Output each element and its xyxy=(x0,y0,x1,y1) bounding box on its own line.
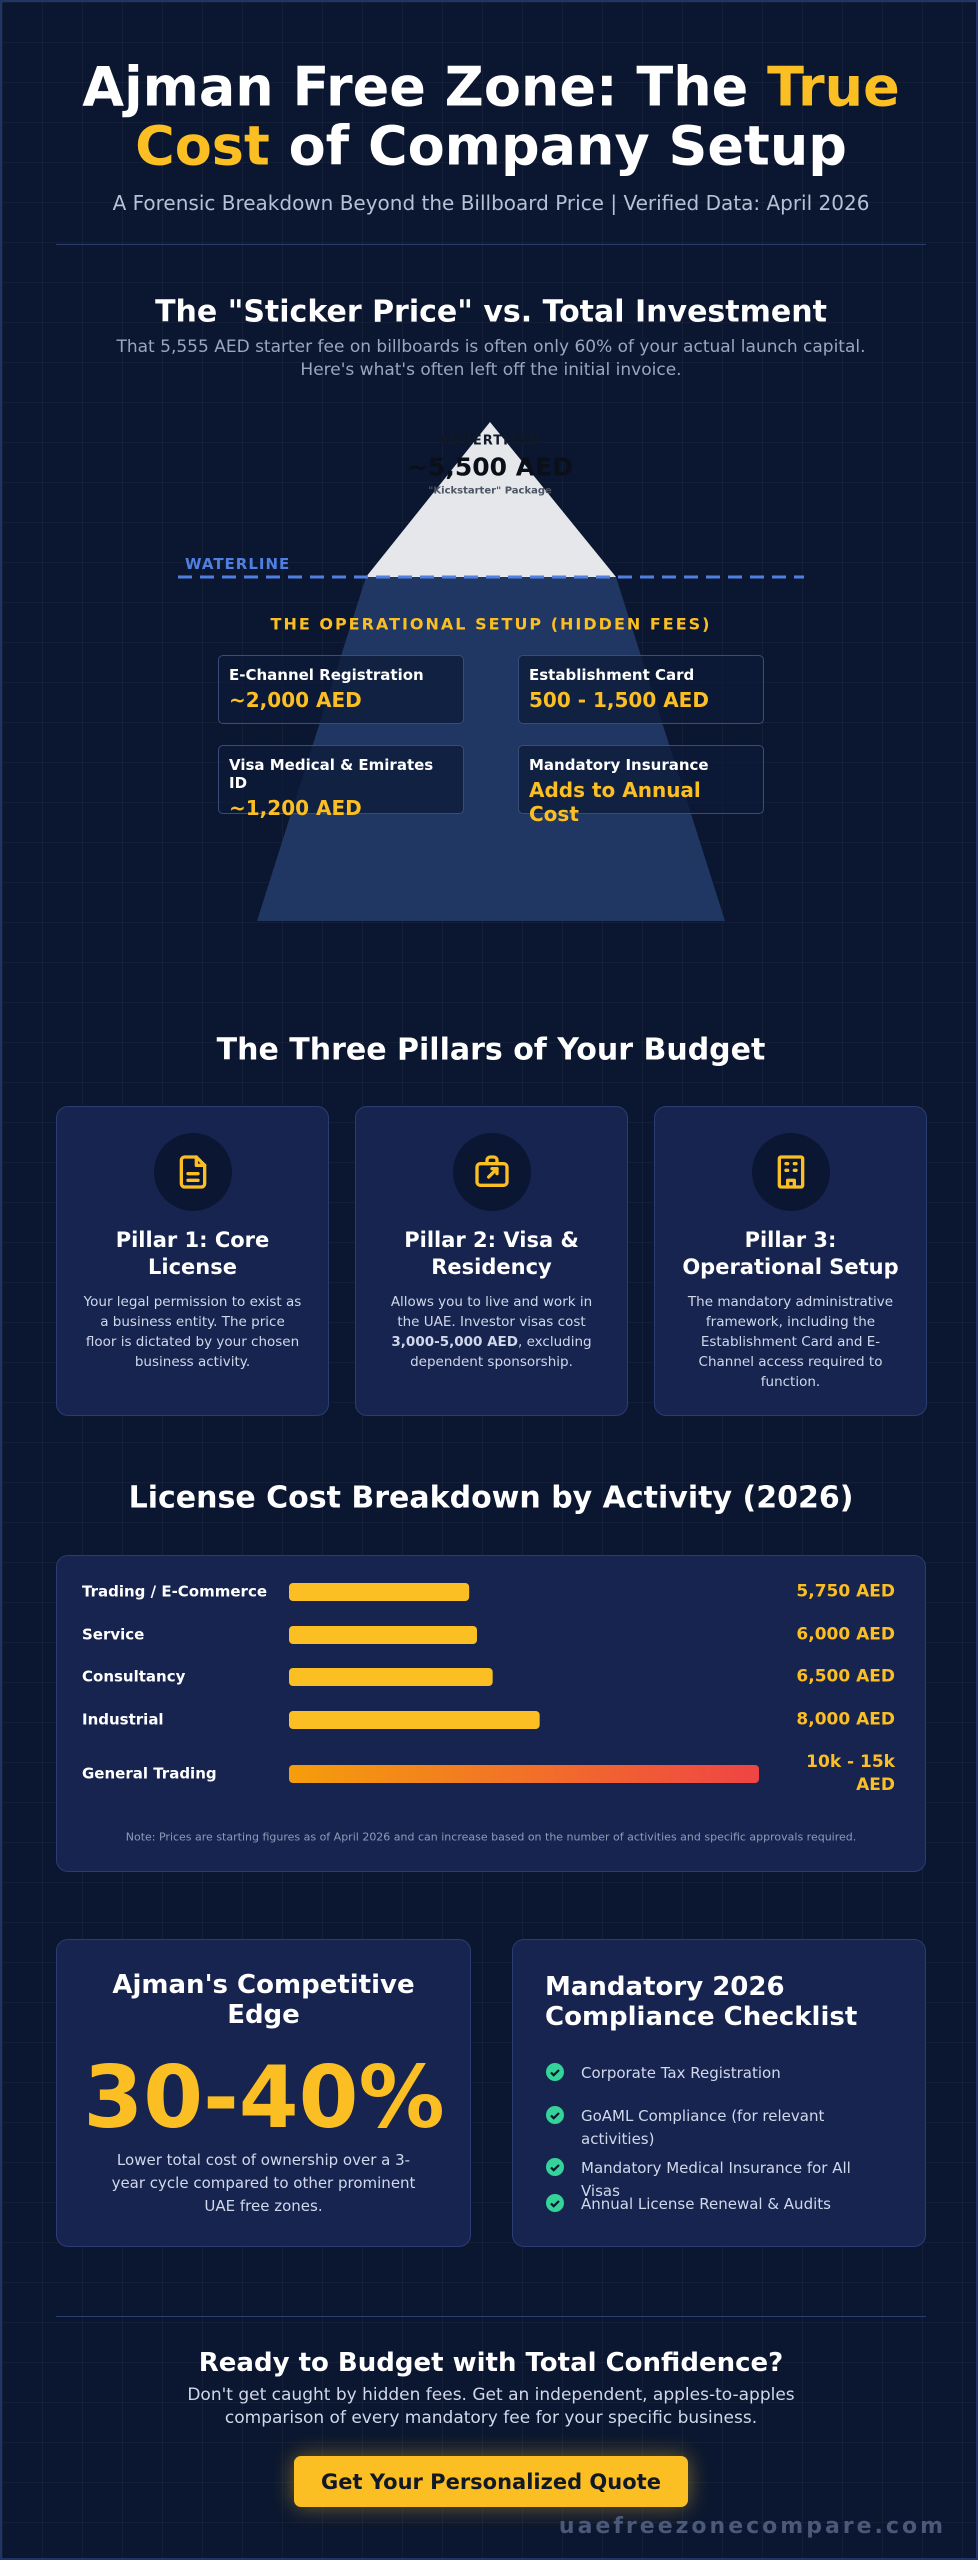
fee-name: Establishment Card xyxy=(529,666,695,684)
section-description: That 5,555 AED starter fee on billboards… xyxy=(116,337,866,380)
hidden-title: THE OPERATIONAL SETUP (HIDDEN FEES) xyxy=(270,614,712,634)
tip-package: "Kickstarter" Package xyxy=(428,485,552,497)
checklist-item: Annual License Renewal & Audits xyxy=(545,2193,885,2216)
checklist-text: Corporate Tax Registration xyxy=(581,2064,781,2082)
bar-value-label: 6,000 AED xyxy=(796,1624,895,1645)
checklist-text: GoAML Compliance (for relevant activitie… xyxy=(581,2107,825,2148)
bar-label: Industrial xyxy=(82,1711,164,1729)
fee-cost: ~1,200 AED xyxy=(229,796,362,820)
section-title: License Cost Breakdown by Activity (2026… xyxy=(128,1480,854,1516)
waterline-label: WATERLINE xyxy=(185,555,291,573)
fee-name: Visa Medical & Emirates ID xyxy=(229,756,434,792)
title-highlight: Cost xyxy=(135,114,270,178)
pillar-icon xyxy=(153,1133,232,1211)
tip-label: ADVERTISED xyxy=(439,433,541,449)
title-line: Ajman Free Zone: The True xyxy=(82,56,899,119)
bar-label: Service xyxy=(82,1626,144,1644)
fee-name: Mandatory Insurance xyxy=(529,756,709,774)
fee-box: Visa Medical & Emirates ID ~1,200 AED xyxy=(218,745,464,820)
cta-description: Don't get caught by hidden fees. Get an … xyxy=(187,2385,795,2428)
section-title: The Three Pillars of Your Budget xyxy=(216,1032,766,1068)
watermark: uaefreezonecompare.com xyxy=(558,2514,946,2539)
divider xyxy=(56,2316,926,2317)
bar xyxy=(289,1711,540,1729)
fee-box: Establishment Card 500 - 1,500 AED xyxy=(518,655,764,724)
bar-value-label: 6,500 AED xyxy=(796,1666,895,1687)
checklist-item: Mandatory Medical Insurance for All Visa… xyxy=(545,2157,885,2203)
bar-label: General Trading xyxy=(82,1765,217,1783)
title-line: Cost of Company Setup xyxy=(135,115,847,178)
text: Allows you to live and work in the UAE. … xyxy=(390,1294,593,1330)
cta-title: Ready to Budget with Total Confidence? xyxy=(198,2348,784,2378)
subtitle: A Forensic Breakdown Beyond the Billboar… xyxy=(112,191,870,215)
pillar-description: The mandatory administrative framework, … xyxy=(682,1292,900,1392)
pillar-icon xyxy=(751,1133,830,1211)
fee-box: E-Channel Registration ~2,000 AED xyxy=(218,655,464,724)
checklist-card: Mandatory 2026 Compliance Checklist Corp… xyxy=(512,1939,926,2247)
pillar-card: Pillar 3: Operational Setup The mandator… xyxy=(654,1106,927,1416)
iceberg-tip xyxy=(366,422,616,577)
pillar-description: Allows you to live and work in the UAE. … xyxy=(383,1292,601,1372)
edge-title: Ajman's Competitive Edge xyxy=(112,1970,415,2030)
bar-label: Trading / E-Commerce xyxy=(82,1583,267,1601)
divider xyxy=(56,244,926,245)
check-icon xyxy=(546,2158,564,2176)
checklist-text: Annual License Renewal & Audits xyxy=(581,2195,831,2213)
text: The mandatory administrative framework, … xyxy=(687,1294,894,1390)
title-highlight: True xyxy=(767,55,900,119)
text: 3,000-5,000 AED xyxy=(391,1334,518,1350)
bar xyxy=(289,1668,493,1686)
checklist-text: Mandatory Medical Insurance for All Visa… xyxy=(581,2159,851,2200)
pillar-title: Pillar 3: Operational Setup xyxy=(682,1228,899,1279)
pillar-description: Your legal permission to exist as a busi… xyxy=(84,1292,302,1372)
fee-cost: ~2,000 AED xyxy=(229,688,362,712)
edge-card: Ajman's Competitive Edge 30-40% Lower to… xyxy=(56,1939,471,2247)
bar-label: Consultancy xyxy=(82,1668,186,1686)
checklist-title: Mandatory 2026 Compliance Checklist xyxy=(545,1972,858,2032)
bar-value-label: 8,000 AED xyxy=(796,1709,895,1730)
bar-value-label: 5,750 AED xyxy=(796,1581,895,1602)
bar xyxy=(289,1626,477,1644)
fee-name: E-Channel Registration xyxy=(229,666,424,684)
check-icon xyxy=(546,2063,564,2081)
check-icon xyxy=(546,2106,564,2124)
tip-price: ~5,500 AED xyxy=(407,452,573,482)
edge-description: Lower total cost of ownership over a 3-y… xyxy=(111,2151,416,2215)
fee-cost: Adds to Annual Cost xyxy=(529,778,701,826)
pillar-title: Pillar 2: Visa & Residency xyxy=(404,1228,579,1279)
checklist-item: GoAML Compliance (for relevant activitie… xyxy=(545,2105,885,2151)
text: Your legal permission to exist as a busi… xyxy=(83,1294,302,1370)
pillar-card: Pillar 1: Core License Your legal permis… xyxy=(56,1106,329,1416)
check-icon xyxy=(546,2194,564,2212)
edge-stat: 30-40% xyxy=(83,2048,445,2148)
bar-value-label: 10k - 15k AED xyxy=(806,1752,895,1795)
title-text: of Company Setup xyxy=(269,114,847,178)
section-title: The "Sticker Price" vs. Total Investment xyxy=(155,294,827,330)
title-text: Ajman Free Zone: The xyxy=(82,55,768,119)
license-chart: Trading / E-Commerce Service Consultancy In… xyxy=(82,1583,759,1783)
checklist-item: Corporate Tax Registration xyxy=(545,2062,885,2085)
pillar-title: Pillar 1: Core License xyxy=(115,1228,270,1279)
bar xyxy=(289,1583,470,1601)
cta-button[interactable]: Get Your Personalized Quote xyxy=(294,2456,688,2507)
pillar-card: Pillar 2: Visa & Residency Allows you to… xyxy=(355,1106,628,1416)
fee-box: Mandatory Insurance Adds to Annual Cost xyxy=(518,745,764,826)
fee-cost: 500 - 1,500 AED xyxy=(529,688,709,712)
pillar-icon xyxy=(452,1133,531,1211)
text: , excluding dependent sponsorship. xyxy=(410,1334,592,1370)
license-note: Note: Prices are starting figures as of … xyxy=(125,1830,857,1844)
bar xyxy=(289,1765,759,1783)
